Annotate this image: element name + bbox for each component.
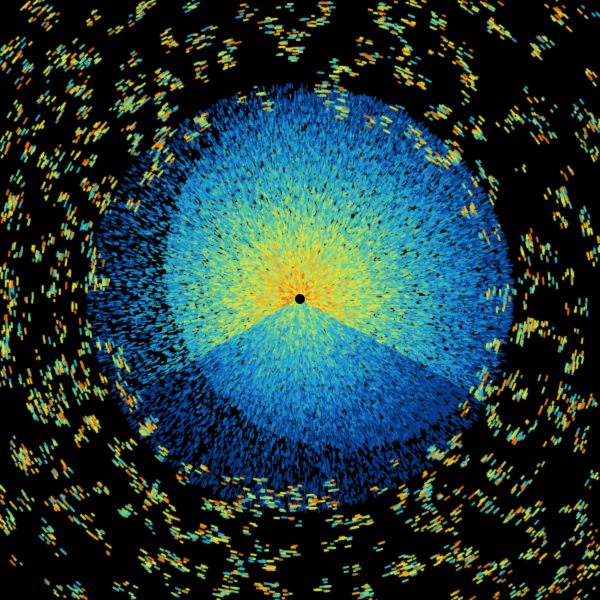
radar-site-marker: [295, 294, 305, 304]
